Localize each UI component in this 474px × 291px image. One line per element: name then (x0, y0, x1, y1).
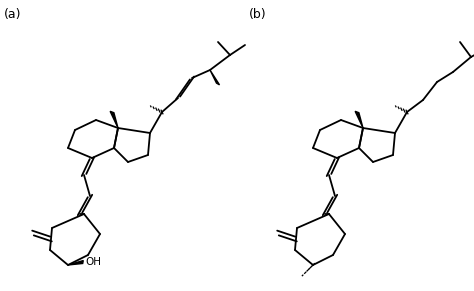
Polygon shape (110, 111, 118, 128)
Text: (a): (a) (4, 8, 21, 21)
Polygon shape (355, 111, 363, 128)
Polygon shape (68, 260, 83, 265)
Text: OH: OH (85, 257, 101, 267)
Text: (b): (b) (249, 8, 266, 21)
Polygon shape (210, 70, 219, 85)
